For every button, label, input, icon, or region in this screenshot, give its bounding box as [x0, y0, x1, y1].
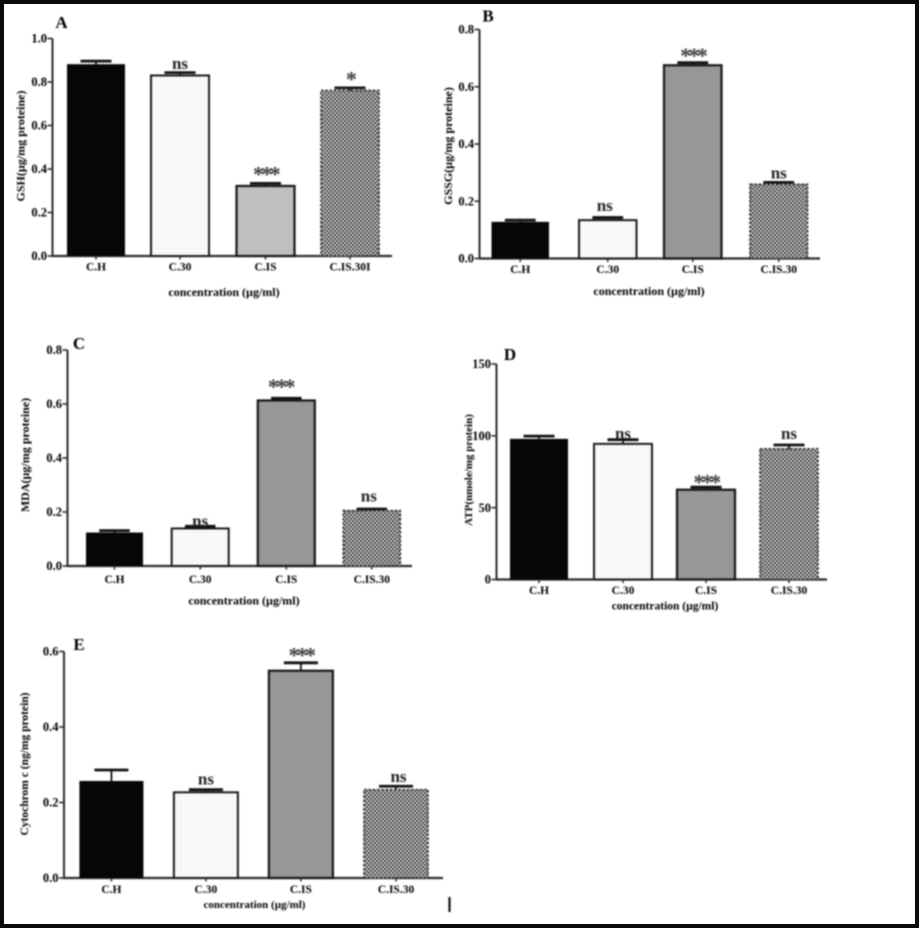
- svg-text:C.IS.30: C.IS.30: [761, 264, 798, 276]
- svg-text:ns: ns: [771, 164, 787, 183]
- svg-text:GSH(µg/mg proteine): GSH(µg/mg proteine): [14, 90, 28, 201]
- svg-text:50: 50: [479, 501, 492, 515]
- svg-text:0.0: 0.0: [458, 252, 474, 266]
- svg-text:C.30: C.30: [169, 262, 192, 274]
- svg-text:C.IS: C.IS: [254, 262, 276, 274]
- svg-text:ns: ns: [198, 770, 214, 789]
- svg-text:***: ***: [694, 470, 722, 495]
- svg-text:0.2: 0.2: [458, 194, 474, 208]
- svg-text:0.4: 0.4: [31, 162, 47, 176]
- svg-text:C.H: C.H: [529, 585, 549, 597]
- svg-text:0: 0: [485, 573, 491, 587]
- svg-text:concentration (µg/ml): concentration (µg/ml): [168, 285, 279, 299]
- svg-text:100: 100: [472, 429, 491, 443]
- svg-text:ns: ns: [615, 424, 631, 443]
- svg-text:concentration (µg/ml): concentration (µg/ml): [612, 601, 719, 613]
- svg-text:0.0: 0.0: [46, 559, 62, 573]
- svg-text:C.H: C.H: [86, 262, 106, 274]
- svg-text:***: ***: [268, 374, 296, 399]
- svg-text:B: B: [482, 7, 493, 26]
- svg-text:C.IS: C.IS: [290, 884, 312, 896]
- svg-text:0.0: 0.0: [31, 249, 47, 263]
- svg-text:0.6: 0.6: [46, 397, 62, 411]
- svg-text:concentration (µg/ml): concentration (µg/ml): [593, 284, 704, 298]
- svg-text:C.IS.30: C.IS.30: [354, 574, 391, 586]
- svg-text:D: D: [504, 345, 516, 364]
- svg-text:0.4: 0.4: [43, 720, 59, 734]
- svg-text:0.8: 0.8: [46, 343, 62, 357]
- svg-text:C.30: C.30: [596, 264, 619, 276]
- svg-text:concentration (µg/ml): concentration (µg/ml): [204, 899, 306, 911]
- svg-text:C.IS.30: C.IS.30: [771, 585, 808, 597]
- svg-text:C: C: [73, 334, 85, 353]
- svg-text:C.IS.30: C.IS.30: [378, 884, 415, 896]
- svg-text:0.6: 0.6: [458, 80, 474, 94]
- svg-text:C.30: C.30: [189, 574, 212, 586]
- svg-text:0.0: 0.0: [43, 871, 59, 885]
- svg-text:C.30: C.30: [195, 884, 218, 896]
- svg-text:0.6: 0.6: [31, 119, 47, 133]
- svg-text:MDA(µg/mg proteine): MDA(µg/mg proteine): [18, 398, 32, 512]
- svg-text:***: ***: [288, 643, 316, 668]
- svg-text:GSSG(µg/mg proteine): GSSG(µg/mg proteine): [441, 87, 455, 205]
- svg-text:ns: ns: [192, 512, 208, 531]
- svg-text:0.4: 0.4: [458, 137, 474, 151]
- svg-text:C.H: C.H: [510, 264, 530, 276]
- svg-text:ATP(nmole/mg protein): ATP(nmole/mg protein): [463, 414, 475, 526]
- svg-text:C.IS: C.IS: [695, 585, 717, 597]
- svg-text:***: ***: [680, 43, 708, 68]
- svg-text:0.6: 0.6: [43, 645, 59, 659]
- svg-text:ns: ns: [597, 196, 613, 215]
- svg-text:ns: ns: [390, 767, 406, 786]
- svg-text:ns: ns: [781, 424, 797, 443]
- svg-text:ns: ns: [172, 54, 188, 73]
- svg-text:A: A: [55, 13, 68, 32]
- svg-text:C.IS: C.IS: [682, 264, 704, 276]
- svg-text:1.0: 1.0: [31, 32, 47, 46]
- svg-text:C.IS: C.IS: [275, 574, 297, 586]
- svg-text:C.H: C.H: [101, 884, 121, 896]
- svg-text:0.8: 0.8: [31, 75, 47, 89]
- svg-text:concentration (µg/ml): concentration (µg/ml): [188, 594, 299, 608]
- svg-text:0.8: 0.8: [458, 23, 474, 37]
- svg-text:***: ***: [253, 162, 281, 187]
- svg-text:ns: ns: [361, 487, 377, 506]
- svg-text:0.2: 0.2: [31, 206, 47, 220]
- svg-text:E: E: [73, 635, 84, 654]
- svg-text:C.IS.30I: C.IS.30I: [330, 262, 371, 274]
- svg-text:150: 150: [472, 357, 491, 371]
- svg-text:C.H: C.H: [104, 574, 124, 586]
- svg-text:0.2: 0.2: [43, 796, 59, 810]
- svg-text:0.2: 0.2: [46, 505, 62, 519]
- svg-text:Cytochrom c (ng/mg protein): Cytochrom c (ng/mg protein): [19, 692, 31, 835]
- svg-text:C.30: C.30: [612, 585, 635, 597]
- svg-text:0.4: 0.4: [46, 451, 62, 465]
